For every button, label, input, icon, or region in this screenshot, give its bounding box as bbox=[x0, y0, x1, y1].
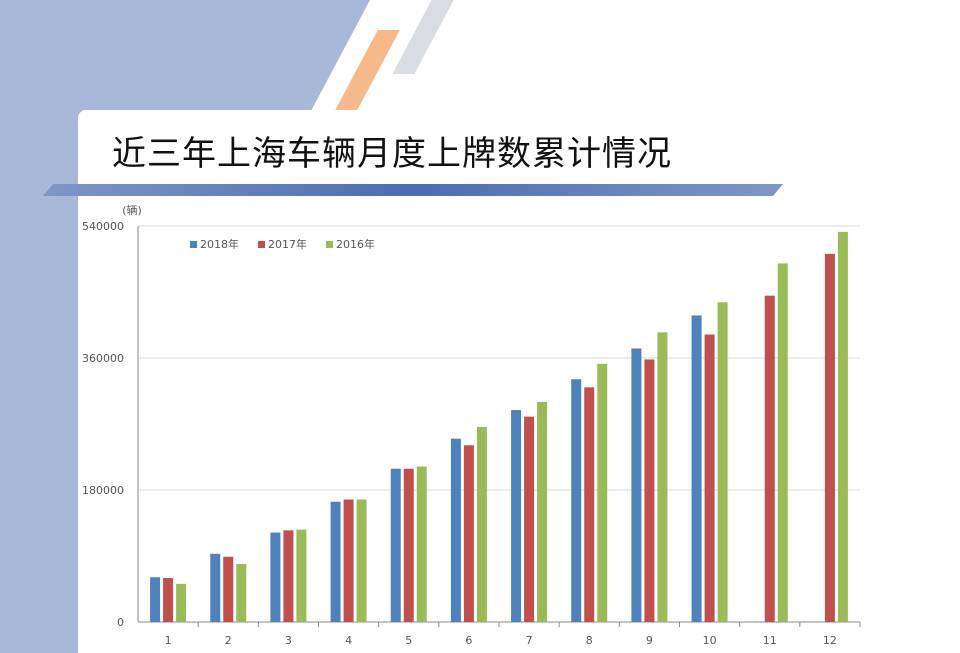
bar-2016年-2 bbox=[236, 564, 247, 622]
bar-2016年-3 bbox=[296, 529, 307, 622]
bar-2017年-7 bbox=[524, 416, 535, 622]
bar-2017年-12 bbox=[824, 253, 835, 622]
y-tick-label: 180000 bbox=[82, 484, 124, 497]
bar-2017年-2 bbox=[223, 556, 234, 622]
x-tick-label: 6 bbox=[465, 634, 472, 647]
bar-2017年-1 bbox=[163, 578, 174, 622]
x-tick-label: 11 bbox=[763, 634, 777, 647]
bar-2016年-6 bbox=[476, 426, 487, 622]
x-tick-label: 8 bbox=[586, 634, 593, 647]
bar-2017年-9 bbox=[644, 359, 655, 622]
bar-2016年-9 bbox=[657, 332, 668, 622]
bar-2018年-9 bbox=[631, 348, 642, 622]
y-unit-label: (辆) bbox=[122, 203, 142, 217]
bar-2018年-4 bbox=[330, 501, 341, 622]
bar-2018年-2 bbox=[210, 553, 221, 622]
legend-label-2018年: 2018年 bbox=[200, 237, 239, 251]
bar-2018年-3 bbox=[270, 532, 281, 622]
bar-2016年-4 bbox=[356, 499, 367, 622]
bar-2017年-10 bbox=[704, 334, 715, 622]
bar-2017年-6 bbox=[463, 445, 474, 622]
x-tick-label: 7 bbox=[526, 634, 533, 647]
bar-2016年-7 bbox=[537, 402, 548, 622]
y-tick-label: 360000 bbox=[82, 352, 124, 365]
bar-2018年-5 bbox=[390, 468, 401, 622]
legend-swatch-2018年 bbox=[190, 241, 197, 248]
x-tick-label: 9 bbox=[646, 634, 653, 647]
x-tick-label: 4 bbox=[345, 634, 352, 647]
x-tick-label: 2 bbox=[225, 634, 232, 647]
bar-2016年-8 bbox=[597, 363, 608, 622]
x-tick-label: 3 bbox=[285, 634, 292, 647]
x-tick-label: 12 bbox=[823, 634, 837, 647]
x-tick-label: 5 bbox=[405, 634, 412, 647]
y-tick-label: 540000 bbox=[82, 220, 124, 233]
bar-2016年-12 bbox=[837, 231, 848, 622]
bar-2016年-11 bbox=[777, 263, 788, 622]
bar-2017年-11 bbox=[764, 295, 775, 622]
legend-label-2017年: 2017年 bbox=[268, 237, 307, 251]
y-tick-label: 0 bbox=[117, 616, 124, 629]
legend-label-2016年: 2016年 bbox=[336, 237, 375, 251]
x-tick-label: 1 bbox=[165, 634, 172, 647]
bar-2016年-5 bbox=[416, 466, 427, 622]
bar-2018年-10 bbox=[691, 315, 702, 622]
page-title: 近三年上海车辆月度上牌数累计情况 bbox=[112, 134, 672, 174]
bar-2016年-10 bbox=[717, 302, 728, 622]
bar-2017年-5 bbox=[403, 468, 414, 622]
x-tick-label: 10 bbox=[703, 634, 717, 647]
legend-swatch-2017年 bbox=[258, 241, 265, 248]
bar-2018年-8 bbox=[571, 379, 582, 622]
legend-swatch-2016年 bbox=[326, 241, 333, 248]
bar-2018年-7 bbox=[511, 410, 522, 622]
bar-2017年-3 bbox=[283, 530, 294, 622]
bar-2017年-8 bbox=[584, 387, 595, 622]
bar-2018年-6 bbox=[450, 438, 461, 622]
bar-2016年-1 bbox=[176, 583, 187, 622]
bar-2018年-1 bbox=[150, 577, 161, 622]
bar-2017年-4 bbox=[343, 499, 354, 622]
